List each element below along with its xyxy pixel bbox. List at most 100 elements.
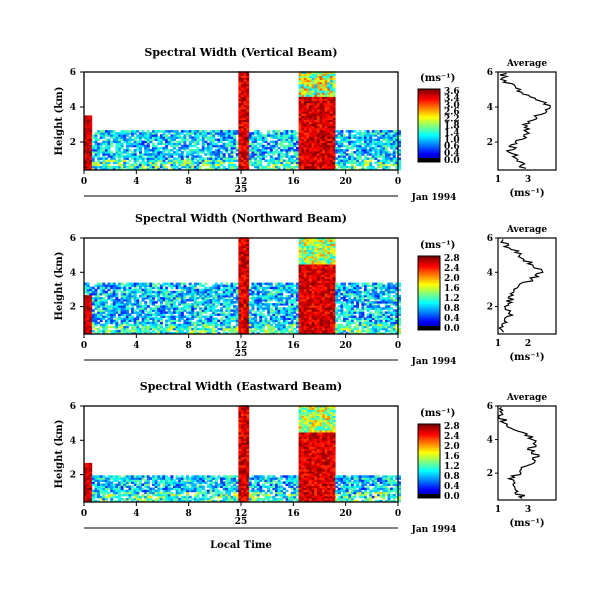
heatmap-cell bbox=[301, 284, 305, 288]
heatmap-cell bbox=[104, 299, 108, 302]
heatmap-cell bbox=[91, 309, 95, 312]
heatmap-cell bbox=[295, 294, 299, 298]
heatmap-cell bbox=[316, 88, 320, 91]
heatmap-cell bbox=[379, 151, 383, 154]
heatmap-cell bbox=[233, 307, 237, 310]
heatmap-cell bbox=[191, 136, 195, 139]
heatmap-cell bbox=[272, 288, 276, 292]
heatmap-cell bbox=[261, 134, 265, 137]
heatmap-cell bbox=[248, 149, 252, 152]
heatmap-cell bbox=[293, 149, 297, 152]
heatmap-cell bbox=[136, 130, 140, 133]
heatmap-cell bbox=[269, 286, 273, 290]
heatmap-cell bbox=[322, 264, 326, 267]
heatmap-cell bbox=[246, 144, 250, 148]
heatmap-cell bbox=[246, 329, 250, 333]
heatmap-cell bbox=[209, 138, 213, 141]
heatmap-cell bbox=[285, 325, 289, 329]
heatmap-cell bbox=[170, 294, 174, 298]
heatmap-cell bbox=[285, 307, 289, 310]
heatmap-cell bbox=[303, 288, 307, 292]
heatmap-cell bbox=[330, 94, 333, 97]
heatmap-cell bbox=[335, 327, 339, 331]
heatmap-cell bbox=[131, 290, 135, 294]
heatmap-cell bbox=[371, 157, 375, 160]
heatmap-cell bbox=[131, 288, 135, 292]
heatmap-cell bbox=[207, 301, 210, 304]
heatmap-cell bbox=[275, 165, 278, 169]
heatmap-cell bbox=[246, 155, 250, 158]
heatmap-cell bbox=[348, 155, 352, 158]
heatmap-cell bbox=[141, 309, 145, 312]
colorbar-segment bbox=[418, 112, 440, 115]
heatmap-cell bbox=[316, 109, 320, 112]
heatmap-cell bbox=[180, 299, 184, 302]
heatmap-cell bbox=[295, 286, 299, 290]
heatmap-cell bbox=[374, 161, 378, 165]
heatmap-cell bbox=[209, 140, 213, 144]
heatmap-cell bbox=[175, 130, 179, 133]
heatmap-cell bbox=[319, 243, 323, 246]
heatmap-cell bbox=[340, 142, 344, 146]
heatmap-cell bbox=[319, 155, 323, 158]
heatmap-cell bbox=[212, 303, 216, 306]
heatmap-cell bbox=[282, 303, 286, 306]
heatmap-cell bbox=[170, 305, 174, 308]
heatmap-cell bbox=[188, 167, 192, 171]
heatmap-cell bbox=[311, 134, 315, 137]
heatmap-cell bbox=[384, 153, 388, 156]
heatmap-cell bbox=[303, 297, 307, 300]
heatmap-cell bbox=[280, 286, 284, 290]
heatmap-cell bbox=[377, 142, 381, 146]
heatmap-cell bbox=[288, 159, 292, 162]
heatmap-cell bbox=[201, 325, 205, 329]
heatmap-cell bbox=[348, 157, 352, 160]
heatmap-cell bbox=[238, 253, 242, 257]
heatmap-cell bbox=[141, 140, 145, 144]
heatmap-cell bbox=[86, 138, 90, 141]
heatmap-cell bbox=[324, 251, 328, 255]
heatmap-cell bbox=[298, 311, 302, 314]
heatmap-cell bbox=[86, 117, 90, 120]
heatmap-cell bbox=[261, 329, 265, 333]
heatmap-cell bbox=[327, 90, 331, 93]
heatmap-cell bbox=[340, 153, 344, 156]
heatmap-cell bbox=[327, 157, 331, 160]
heatmap-cell bbox=[248, 317, 252, 320]
heatmap-cell bbox=[89, 307, 93, 310]
heatmap-cell bbox=[282, 155, 286, 158]
heatmap-cell bbox=[186, 299, 190, 302]
heatmap-cell bbox=[212, 325, 216, 329]
heatmap-cell bbox=[390, 144, 394, 148]
heatmap-cell bbox=[332, 243, 336, 246]
heatmap-cell bbox=[120, 134, 124, 137]
heatmap-cell bbox=[285, 151, 289, 154]
heatmap-cell bbox=[225, 313, 229, 316]
heatmap-cell bbox=[280, 140, 284, 144]
colorbar-segment bbox=[418, 109, 440, 112]
heatmap-cell bbox=[212, 286, 216, 290]
heatmap-cell bbox=[159, 138, 163, 141]
heatmap-cell bbox=[186, 331, 190, 335]
heatmap-cell bbox=[264, 303, 268, 306]
heatmap-cell bbox=[309, 325, 312, 329]
heatmap-cell bbox=[123, 309, 127, 312]
heatmap-cell bbox=[123, 286, 127, 290]
heatmap-cell bbox=[330, 161, 333, 165]
heatmap-cell bbox=[86, 163, 90, 167]
heatmap-cell bbox=[89, 305, 93, 308]
heatmap-cell bbox=[316, 75, 320, 78]
heatmap-cell bbox=[86, 292, 90, 296]
heatmap-cell bbox=[335, 163, 339, 167]
heatmap-cell bbox=[183, 297, 187, 300]
heatmap-cell bbox=[199, 311, 203, 314]
heatmap-cell bbox=[282, 130, 286, 133]
heatmap-cell bbox=[322, 163, 326, 167]
heatmap-cell bbox=[261, 294, 265, 298]
heatmap-cell bbox=[277, 297, 281, 300]
heatmap-cell bbox=[288, 134, 292, 137]
average-x-tick-label: 3 bbox=[525, 175, 531, 185]
heatmap-cell bbox=[209, 319, 213, 323]
heatmap-cell bbox=[275, 286, 278, 290]
heatmap-cell bbox=[86, 153, 90, 156]
